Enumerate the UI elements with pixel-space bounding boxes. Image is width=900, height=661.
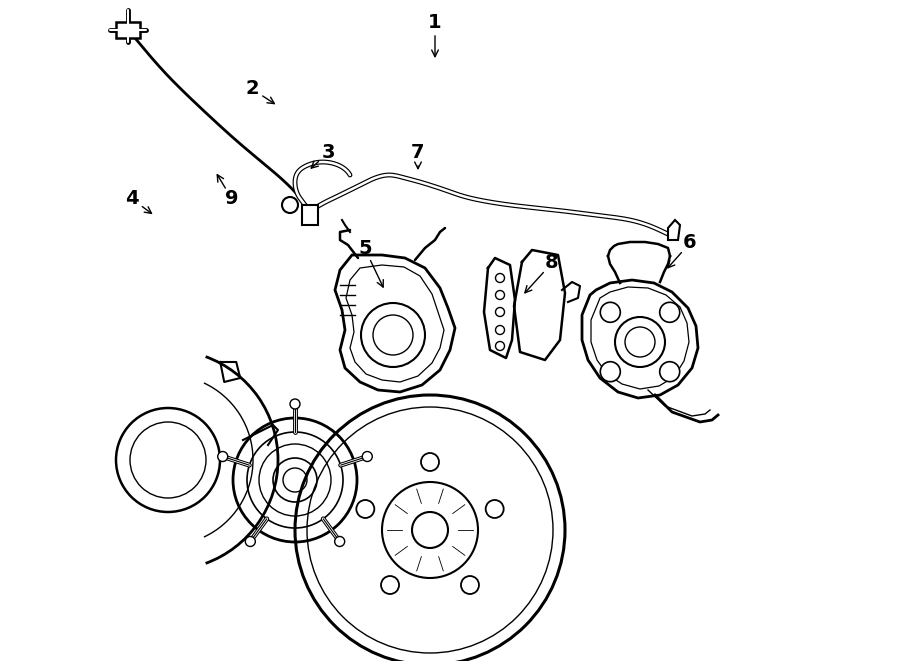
Circle shape <box>600 302 620 323</box>
Circle shape <box>660 362 680 381</box>
Text: 7: 7 <box>411 143 425 163</box>
Text: 5: 5 <box>358 239 372 258</box>
Circle shape <box>282 197 298 213</box>
Circle shape <box>615 317 665 367</box>
Text: 9: 9 <box>225 190 238 208</box>
Text: 4: 4 <box>125 190 139 208</box>
Circle shape <box>218 451 228 461</box>
Polygon shape <box>116 22 140 38</box>
Circle shape <box>361 303 425 367</box>
Circle shape <box>335 537 345 547</box>
Polygon shape <box>514 250 565 360</box>
Text: 1: 1 <box>428 13 442 32</box>
Circle shape <box>363 451 373 461</box>
Polygon shape <box>335 255 455 392</box>
Polygon shape <box>668 220 680 240</box>
Circle shape <box>660 302 680 323</box>
Text: 8: 8 <box>545 254 559 272</box>
Polygon shape <box>484 258 515 358</box>
Text: 2: 2 <box>245 79 259 98</box>
Text: 3: 3 <box>321 143 335 163</box>
Text: 6: 6 <box>683 233 697 253</box>
Circle shape <box>600 362 620 381</box>
Circle shape <box>290 399 300 409</box>
Polygon shape <box>302 205 318 225</box>
Polygon shape <box>582 280 698 398</box>
Circle shape <box>246 537 256 547</box>
